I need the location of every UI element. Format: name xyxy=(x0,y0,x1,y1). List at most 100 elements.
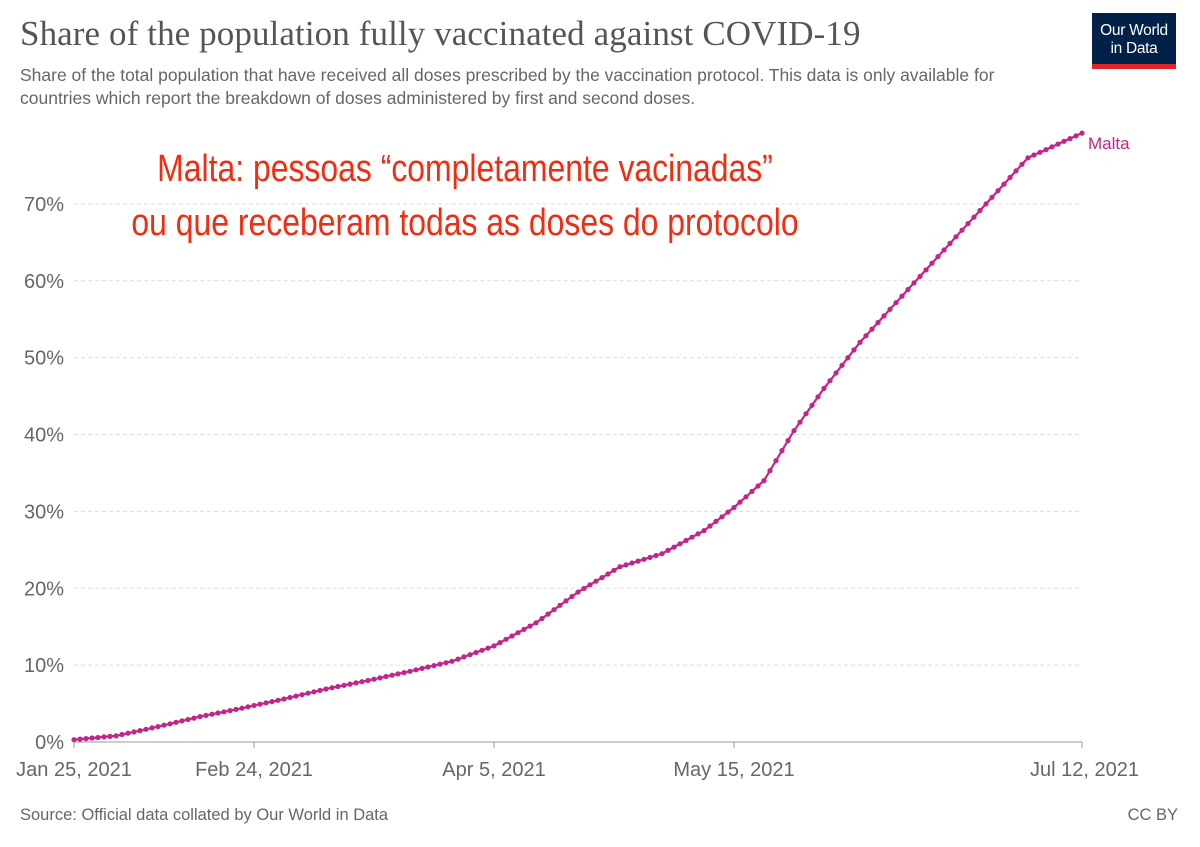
data-point xyxy=(773,458,779,464)
data-point xyxy=(935,254,941,260)
data-point xyxy=(215,710,221,716)
data-point xyxy=(1007,174,1013,181)
data-point xyxy=(515,630,521,636)
data-point xyxy=(539,615,545,622)
data-point xyxy=(395,671,401,677)
data-point xyxy=(197,714,203,720)
data-point xyxy=(1019,161,1025,167)
data-point xyxy=(647,554,653,561)
data-point xyxy=(707,523,713,529)
owid-logo[interactable]: Our World in Data xyxy=(1092,13,1176,69)
data-point xyxy=(137,728,143,734)
y-tick-label: 70% xyxy=(24,194,64,216)
data-point xyxy=(1001,181,1007,187)
data-point xyxy=(383,673,389,680)
source-note[interactable]: Source: Official data collated by Our Wo… xyxy=(20,806,389,824)
data-point xyxy=(701,528,707,534)
data-point xyxy=(503,636,509,642)
data-point xyxy=(953,234,959,240)
data-point xyxy=(353,680,359,686)
x-tick-label: May 15, 2021 xyxy=(673,759,794,781)
data-point xyxy=(437,661,443,667)
data-point xyxy=(377,675,383,681)
data-point xyxy=(623,562,629,568)
data-point xyxy=(209,711,215,717)
data-point xyxy=(71,737,77,743)
data-point xyxy=(551,607,557,613)
x-tick-label: Feb 24, 2021 xyxy=(195,759,313,781)
data-point xyxy=(575,589,581,595)
series-label: Malta xyxy=(1088,134,1130,153)
data-point xyxy=(317,687,323,694)
data-point xyxy=(587,582,593,588)
annotation-line-1: Malta: pessoas “completamente vacinadas” xyxy=(157,148,773,190)
data-point xyxy=(419,665,425,672)
data-point xyxy=(305,690,311,696)
data-point xyxy=(1043,147,1049,153)
data-point xyxy=(989,194,995,200)
data-point xyxy=(323,686,329,692)
data-point xyxy=(929,260,935,266)
data-point xyxy=(311,689,317,695)
x-axis-ticks: Jan 25, 2021 Feb 24, 2021 Apr 5, 2021 May 1… xyxy=(16,742,1139,781)
data-point xyxy=(443,660,449,666)
data-point xyxy=(995,188,1001,194)
data-point xyxy=(653,552,659,559)
x-tick-label: Apr 5, 2021 xyxy=(442,759,545,781)
data-point xyxy=(785,438,791,444)
data-point xyxy=(299,692,305,698)
data-point xyxy=(1055,141,1061,147)
data-point xyxy=(665,547,671,554)
data-point xyxy=(473,649,479,656)
data-point xyxy=(329,685,335,691)
data-point xyxy=(533,620,539,626)
data-point xyxy=(293,693,299,699)
data-point xyxy=(797,419,803,425)
data-point xyxy=(947,240,953,246)
data-point xyxy=(527,623,533,629)
y-tick-label: 60% xyxy=(24,271,64,293)
y-tick-label: 10% xyxy=(24,655,64,677)
data-point xyxy=(257,701,263,707)
data-point xyxy=(857,339,863,345)
data-point xyxy=(845,355,851,361)
logo-line-1: Our World xyxy=(1100,22,1168,39)
data-point xyxy=(881,313,887,319)
data-point xyxy=(359,679,365,685)
data-point xyxy=(1049,144,1055,150)
data-point xyxy=(431,663,437,669)
data-point xyxy=(245,704,251,710)
data-point xyxy=(791,428,797,434)
data-point xyxy=(569,593,575,600)
data-point xyxy=(335,683,341,690)
data-point xyxy=(755,483,761,489)
data-point xyxy=(371,676,377,682)
data-point xyxy=(191,715,197,721)
data-point xyxy=(143,726,149,732)
data-point xyxy=(467,652,473,658)
data-point xyxy=(923,267,929,273)
data-point xyxy=(239,705,245,711)
data-point xyxy=(95,734,101,741)
data-point xyxy=(461,654,467,660)
data-point xyxy=(341,682,347,688)
data-point xyxy=(605,571,611,577)
data-point xyxy=(713,518,719,525)
data-point xyxy=(125,730,131,736)
data-point xyxy=(1073,133,1079,139)
data-point xyxy=(611,567,617,573)
data-point xyxy=(737,499,743,505)
data-point xyxy=(743,494,749,500)
data-point xyxy=(1025,155,1031,161)
data-point xyxy=(185,716,191,723)
y-tick-label: 50% xyxy=(24,348,64,370)
y-axis-ticks: 0% 10% 20% 30% 40% 50% 60% 70% xyxy=(24,194,64,754)
data-point xyxy=(629,560,635,566)
logo-line-2: in Data xyxy=(1110,40,1158,57)
data-point xyxy=(695,531,701,537)
y-tick-label: 40% xyxy=(24,425,64,447)
data-point xyxy=(479,647,485,653)
data-point xyxy=(677,541,683,547)
data-point xyxy=(233,706,239,713)
license-link[interactable]: CC BY xyxy=(1127,806,1178,824)
